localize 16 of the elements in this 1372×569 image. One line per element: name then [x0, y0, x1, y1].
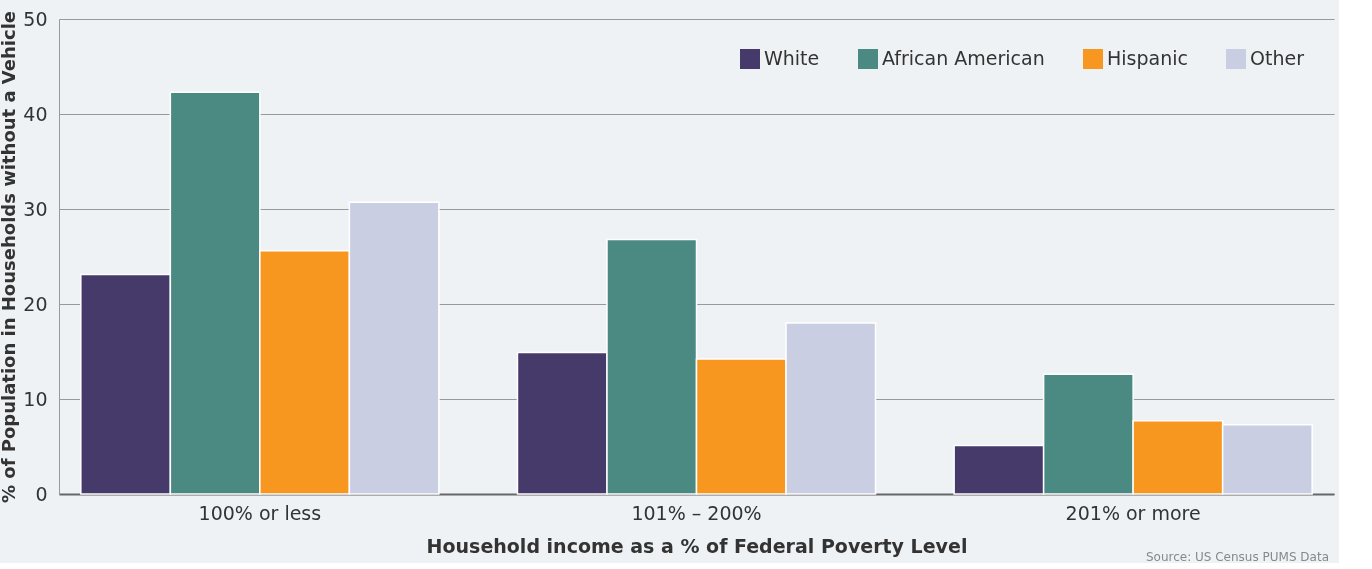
legend-label: White	[764, 47, 820, 69]
legend-label: Hispanic	[1107, 47, 1188, 69]
y-tick-label: 30	[23, 197, 48, 220]
x-axis-title: Household income as a % of Federal Poverty Level	[426, 534, 968, 557]
y-tick-label: 40	[23, 102, 48, 125]
legend-label: Other	[1250, 47, 1305, 69]
y-tick-label: 50	[23, 7, 48, 30]
y-tick-label: 0	[35, 482, 48, 505]
y-tick-label: 20	[23, 292, 48, 315]
source-note: Source: US Census PUMS Data	[1145, 550, 1329, 564]
x-tick-label: 101% – 200%	[631, 501, 762, 524]
legend-label: African American	[882, 47, 1045, 69]
y-axis-title: % of Population in Households without a Vehicle	[0, 10, 20, 504]
x-tick-label: 100% or less	[198, 501, 322, 524]
y-tick-label: 10	[23, 387, 48, 410]
x-tick-label: 201% or more	[1065, 501, 1201, 524]
